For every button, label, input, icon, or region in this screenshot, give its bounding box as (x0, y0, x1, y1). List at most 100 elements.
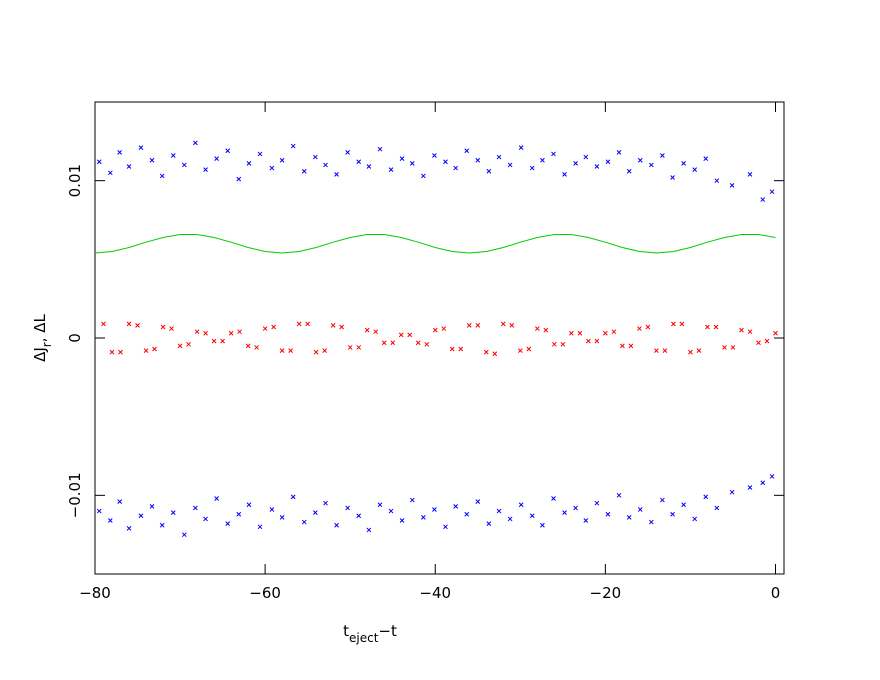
point (323, 162, 328, 168)
point (193, 140, 198, 146)
point (466, 323, 472, 328)
point (773, 330, 778, 336)
point (760, 480, 766, 486)
point (464, 511, 470, 517)
point (722, 345, 727, 350)
point (573, 505, 578, 511)
point (458, 346, 464, 352)
point (648, 519, 654, 525)
point (279, 157, 285, 163)
point (193, 505, 198, 511)
point (257, 151, 263, 157)
point (637, 507, 643, 512)
point (398, 332, 404, 338)
point (109, 349, 115, 355)
point (377, 146, 383, 152)
point (107, 518, 113, 523)
point (551, 496, 556, 501)
point (507, 162, 513, 168)
point (138, 513, 144, 519)
point (500, 321, 506, 327)
point (729, 489, 735, 495)
point (562, 510, 567, 515)
point (339, 324, 345, 330)
y-tick-label: 0.01 (66, 164, 84, 197)
point (654, 348, 659, 353)
point (334, 172, 339, 177)
point (713, 324, 719, 330)
point (143, 348, 149, 353)
x-tick-label: −40 (419, 584, 451, 602)
point (573, 161, 578, 166)
point (149, 157, 155, 163)
point (714, 178, 720, 184)
point (228, 330, 234, 336)
point (377, 502, 383, 508)
point (135, 323, 140, 328)
point (169, 326, 174, 331)
point (534, 326, 540, 331)
point (269, 165, 275, 171)
point (246, 161, 252, 166)
point (703, 494, 709, 500)
point (138, 145, 144, 150)
point (420, 173, 426, 179)
point (688, 349, 693, 355)
point (769, 474, 775, 479)
point (432, 507, 437, 512)
point (492, 351, 498, 357)
point (356, 159, 362, 165)
point (739, 327, 744, 333)
point (236, 511, 242, 517)
point (366, 164, 372, 169)
point (409, 497, 415, 503)
point (637, 157, 643, 163)
point (594, 338, 600, 344)
point (388, 167, 394, 173)
point (96, 508, 102, 514)
point (388, 508, 394, 514)
point (518, 145, 524, 150)
point (381, 340, 387, 346)
point (540, 157, 545, 163)
point (747, 329, 753, 335)
point (390, 340, 396, 346)
point (662, 348, 668, 353)
point (529, 165, 535, 171)
x-label-sub: eject (349, 631, 379, 645)
point (605, 511, 611, 517)
point (692, 167, 698, 173)
x-tick-label: −60 (249, 584, 281, 602)
point (220, 338, 225, 344)
point (507, 516, 513, 522)
point (345, 149, 350, 155)
point (475, 323, 481, 328)
point (296, 321, 302, 327)
point (681, 502, 686, 508)
y-label-rest: , ΔL (31, 313, 49, 342)
point (526, 346, 532, 352)
point (345, 505, 350, 511)
point (159, 522, 165, 528)
point (679, 321, 685, 327)
point (568, 330, 574, 336)
point (543, 327, 549, 333)
point (194, 329, 200, 335)
x-tick-label: 0 (771, 584, 781, 602)
point (692, 516, 698, 522)
y-label-sub: r (40, 342, 54, 347)
point (356, 513, 362, 519)
point (443, 524, 448, 530)
point (603, 330, 608, 336)
point (620, 343, 625, 349)
point (769, 189, 775, 195)
point (279, 515, 285, 520)
point (236, 176, 242, 182)
point (409, 161, 415, 166)
point (453, 503, 459, 509)
point (648, 162, 654, 168)
point (373, 329, 379, 335)
point (126, 321, 132, 327)
